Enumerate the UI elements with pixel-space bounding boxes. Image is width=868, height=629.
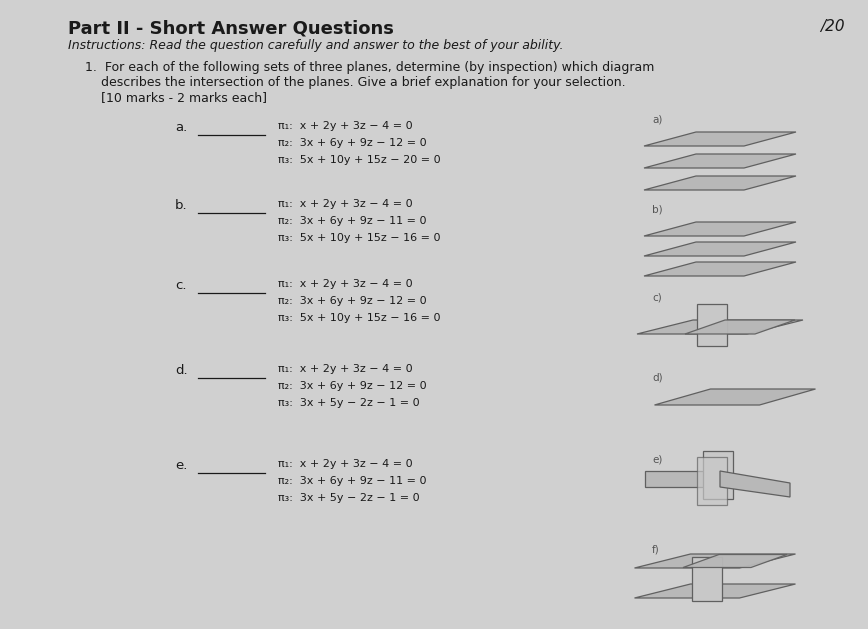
Polygon shape: [644, 154, 796, 168]
Text: c): c): [652, 292, 661, 302]
Text: d.: d.: [175, 364, 187, 377]
Text: e.: e.: [175, 459, 187, 472]
Text: f): f): [652, 544, 660, 554]
Polygon shape: [683, 555, 787, 567]
Text: π₁:  x + 2y + 3z − 4 = 0: π₁: x + 2y + 3z − 4 = 0: [278, 364, 412, 374]
Polygon shape: [692, 557, 722, 601]
Text: π₁:  x + 2y + 3z − 4 = 0: π₁: x + 2y + 3z − 4 = 0: [278, 121, 412, 131]
Text: π₂:  3x + 6y + 9z − 11 = 0: π₂: 3x + 6y + 9z − 11 = 0: [278, 216, 426, 226]
Polygon shape: [720, 471, 790, 497]
Polygon shape: [703, 451, 733, 499]
Text: b.: b.: [175, 199, 187, 212]
Polygon shape: [645, 471, 720, 487]
Text: c.: c.: [175, 279, 187, 292]
Text: /20: /20: [820, 19, 845, 34]
Text: Part II - Short Answer Questions: Part II - Short Answer Questions: [68, 19, 394, 37]
Text: π₃:  5x + 10y + 15z − 16 = 0: π₃: 5x + 10y + 15z − 16 = 0: [278, 313, 440, 323]
Polygon shape: [635, 584, 795, 598]
Text: π₂:  3x + 6y + 9z − 12 = 0: π₂: 3x + 6y + 9z − 12 = 0: [278, 381, 427, 391]
Text: a): a): [652, 114, 662, 124]
Polygon shape: [654, 389, 816, 405]
Polygon shape: [635, 554, 795, 568]
Text: π₂:  3x + 6y + 9z − 11 = 0: π₂: 3x + 6y + 9z − 11 = 0: [278, 476, 426, 486]
Text: π₂:  3x + 6y + 9z − 12 = 0: π₂: 3x + 6y + 9z − 12 = 0: [278, 296, 427, 306]
Polygon shape: [644, 132, 796, 146]
Polygon shape: [637, 320, 803, 334]
Polygon shape: [697, 457, 727, 505]
Text: π₂:  3x + 6y + 9z − 12 = 0: π₂: 3x + 6y + 9z − 12 = 0: [278, 138, 427, 148]
Text: b): b): [652, 204, 662, 214]
Polygon shape: [644, 222, 796, 236]
Polygon shape: [644, 262, 796, 276]
Text: π₃:  5x + 10y + 15z − 20 = 0: π₃: 5x + 10y + 15z − 20 = 0: [278, 155, 441, 165]
Polygon shape: [644, 242, 796, 256]
Text: Instructions: Read the question carefully and answer to the best of your ability: Instructions: Read the question carefull…: [68, 39, 563, 52]
Polygon shape: [644, 176, 796, 190]
Text: a.: a.: [175, 121, 187, 134]
Text: π₁:  x + 2y + 3z − 4 = 0: π₁: x + 2y + 3z − 4 = 0: [278, 279, 412, 289]
Polygon shape: [697, 304, 727, 346]
Text: π₃:  5x + 10y + 15z − 16 = 0: π₃: 5x + 10y + 15z − 16 = 0: [278, 233, 440, 243]
Text: 1.  For each of the following sets of three planes, determine (by inspection) wh: 1. For each of the following sets of thr…: [85, 61, 654, 74]
Text: π₁:  x + 2y + 3z − 4 = 0: π₁: x + 2y + 3z − 4 = 0: [278, 459, 412, 469]
Text: [10 marks - 2 marks each]: [10 marks - 2 marks each]: [85, 91, 267, 104]
Text: π₃:  3x + 5y − 2z − 1 = 0: π₃: 3x + 5y − 2z − 1 = 0: [278, 398, 419, 408]
Text: π₃:  3x + 5y − 2z − 1 = 0: π₃: 3x + 5y − 2z − 1 = 0: [278, 493, 419, 503]
Text: π₁:  x + 2y + 3z − 4 = 0: π₁: x + 2y + 3z − 4 = 0: [278, 199, 412, 209]
Text: d): d): [652, 372, 662, 382]
Text: e): e): [652, 454, 662, 464]
Text: describes the intersection of the planes. Give a brief explanation for your sele: describes the intersection of the planes…: [85, 76, 626, 89]
Polygon shape: [685, 320, 795, 334]
